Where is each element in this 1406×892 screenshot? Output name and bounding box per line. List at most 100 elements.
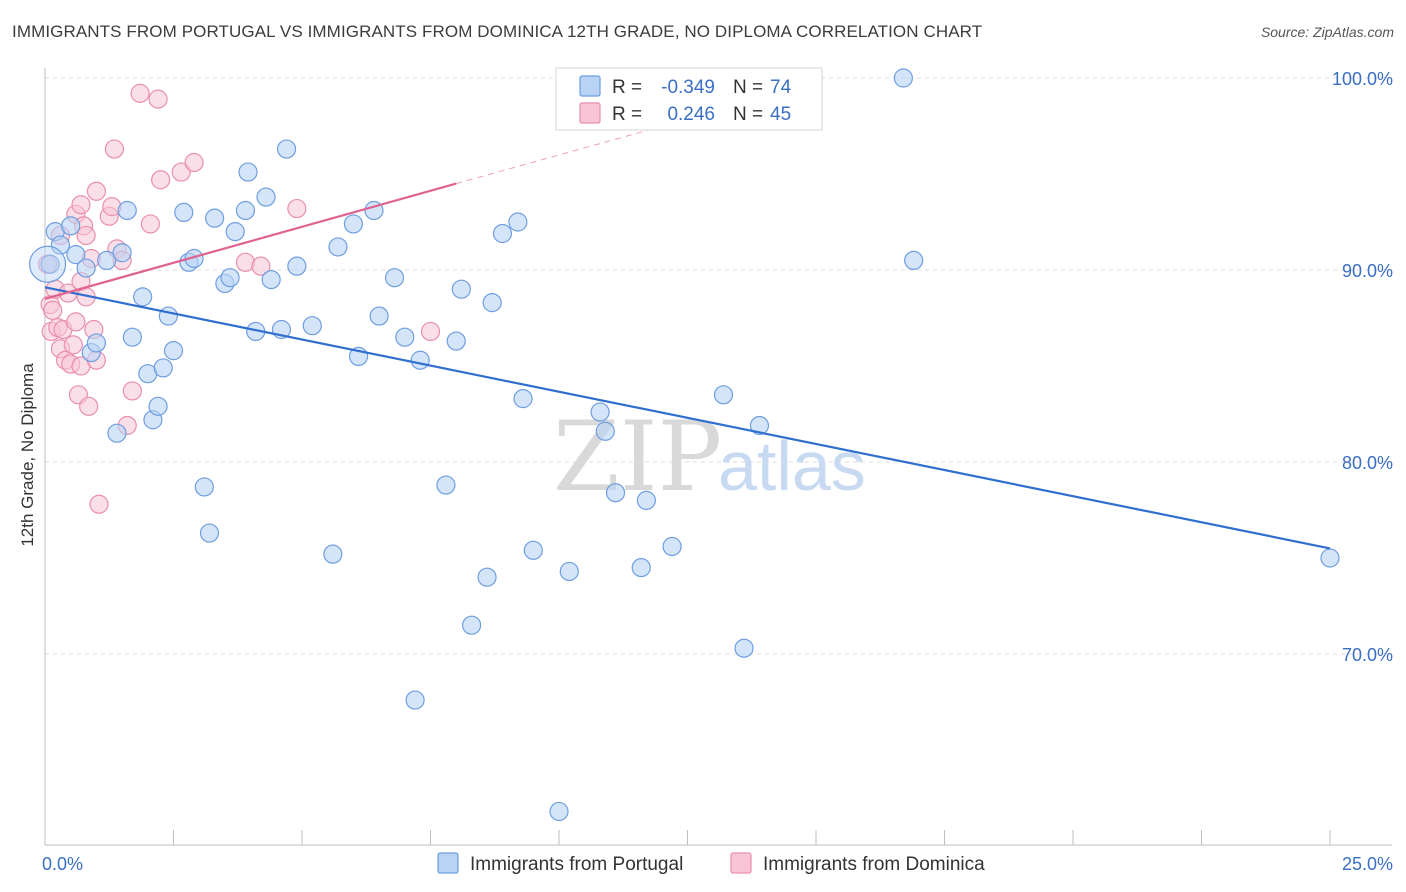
point-portugal	[276, 139, 297, 159]
point-portugal	[50, 235, 71, 255]
point-dominica	[184, 152, 204, 173]
point-portugal	[328, 237, 348, 257]
point-portugal	[904, 250, 924, 270]
point-portugal	[343, 214, 363, 234]
point-portugal	[369, 306, 389, 326]
point-portugal	[133, 287, 153, 307]
point-portugal	[153, 358, 173, 378]
point-portugal	[436, 475, 456, 495]
watermark-zip: ZIP	[553, 401, 722, 513]
point-portugal	[477, 567, 497, 587]
point-portugal	[76, 258, 96, 278]
point-portugal	[28, 245, 67, 283]
point-portugal	[302, 316, 322, 336]
point-portugal	[893, 68, 913, 88]
axes	[44, 68, 1392, 846]
point-portugal	[256, 187, 276, 207]
point-portugal	[158, 306, 178, 326]
point-portugal	[749, 415, 770, 436]
legend: R = -0.349 N = 74 R = 0.246 N = 45	[555, 67, 823, 131]
point-portugal	[148, 396, 168, 416]
bottom-legend: Immigrants from Portugal Immigrants from…	[437, 852, 985, 875]
chart-source: Source: ZipAtlas.com	[1260, 24, 1394, 40]
point-dominica	[148, 89, 168, 109]
point-dominica	[287, 198, 307, 219]
point-dominica	[43, 300, 63, 320]
point-portugal	[117, 200, 137, 221]
y-tick-label: 100.0%	[1332, 69, 1393, 89]
point-dominica	[130, 83, 150, 103]
bottom-legend-label-dominica: Immigrants from Dominica	[763, 854, 985, 875]
point-portugal	[323, 544, 343, 564]
x-tick-label: 25.0%	[1342, 854, 1393, 874]
point-portugal	[97, 250, 117, 270]
point-dominica	[104, 139, 124, 159]
point-portugal	[508, 212, 528, 232]
point-portugal	[107, 423, 127, 443]
point-portugal	[636, 490, 656, 510]
point-portugal	[523, 540, 543, 560]
point-portugal	[462, 615, 482, 635]
legend-n-value-2: 45	[770, 104, 791, 125]
point-portugal	[61, 216, 81, 236]
y-axis-label: 12th Grade, No Diploma	[18, 363, 37, 547]
y-tick-label: 70.0%	[1342, 645, 1393, 665]
point-portugal	[66, 245, 86, 265]
point-portugal	[163, 341, 184, 361]
point-portugal	[405, 690, 425, 710]
x-tick-label: 0.0%	[42, 854, 83, 874]
point-portugal	[605, 483, 626, 503]
legend-swatch-portugal	[579, 75, 601, 97]
point-dominica	[63, 335, 83, 355]
point-portugal	[205, 208, 225, 228]
point-portugal	[199, 523, 220, 543]
y-axis-ticks: 70.0% 80.0% 90.0% 100.0%	[1332, 69, 1393, 665]
point-portugal	[662, 536, 682, 557]
point-portugal	[220, 268, 240, 288]
point-portugal	[235, 200, 256, 221]
point-portugal	[40, 254, 60, 274]
point-dominica	[76, 225, 96, 246]
point-portugal	[261, 270, 281, 290]
legend-r-label-2: R =	[612, 104, 642, 125]
point-portugal	[194, 477, 214, 497]
trend-line-dominica	[44, 182, 457, 300]
point-dominica	[86, 181, 107, 201]
point-portugal	[287, 256, 307, 276]
point-dominica	[171, 162, 191, 182]
point-dominica	[420, 321, 441, 342]
point-portugal	[1320, 548, 1340, 568]
point-portugal	[631, 557, 651, 578]
point-portugal	[590, 402, 610, 422]
point-portugal	[112, 243, 132, 263]
chart-title: IMMIGRANTS FROM PORTUGAL VS IMMIGRANTS F…	[12, 22, 983, 41]
legend-n-label-1: N =	[733, 77, 763, 98]
point-portugal	[446, 331, 466, 351]
point-dominica	[79, 396, 99, 416]
trend-line-portugal	[44, 286, 1331, 550]
point-dominica	[251, 256, 271, 276]
series-portugal-points	[28, 68, 1340, 822]
point-dominica	[140, 214, 160, 234]
point-portugal	[410, 350, 430, 370]
point-portugal	[513, 389, 533, 409]
bottom-legend-swatch-dominica	[730, 852, 752, 874]
legend-r-value-1: -0.349	[661, 77, 715, 98]
point-portugal	[122, 327, 142, 347]
point-dominica	[151, 170, 171, 190]
point-dominica	[122, 381, 142, 401]
legend-r-label-1: R =	[612, 77, 642, 98]
y-tick-label: 90.0%	[1342, 261, 1393, 281]
point-portugal	[451, 279, 471, 299]
x-axis-ticks: 0.0% 25.0%	[42, 854, 1393, 874]
point-portugal	[559, 561, 579, 582]
legend-n-label-2: N =	[733, 104, 763, 125]
point-dominica	[71, 195, 91, 215]
point-portugal	[734, 638, 754, 658]
bottom-legend-label-portugal: Immigrants from Portugal	[470, 854, 683, 875]
legend-swatch-dominica	[579, 102, 601, 124]
point-portugal	[225, 222, 245, 242]
point-dominica	[89, 494, 109, 514]
bottom-legend-swatch-portugal	[437, 852, 459, 874]
